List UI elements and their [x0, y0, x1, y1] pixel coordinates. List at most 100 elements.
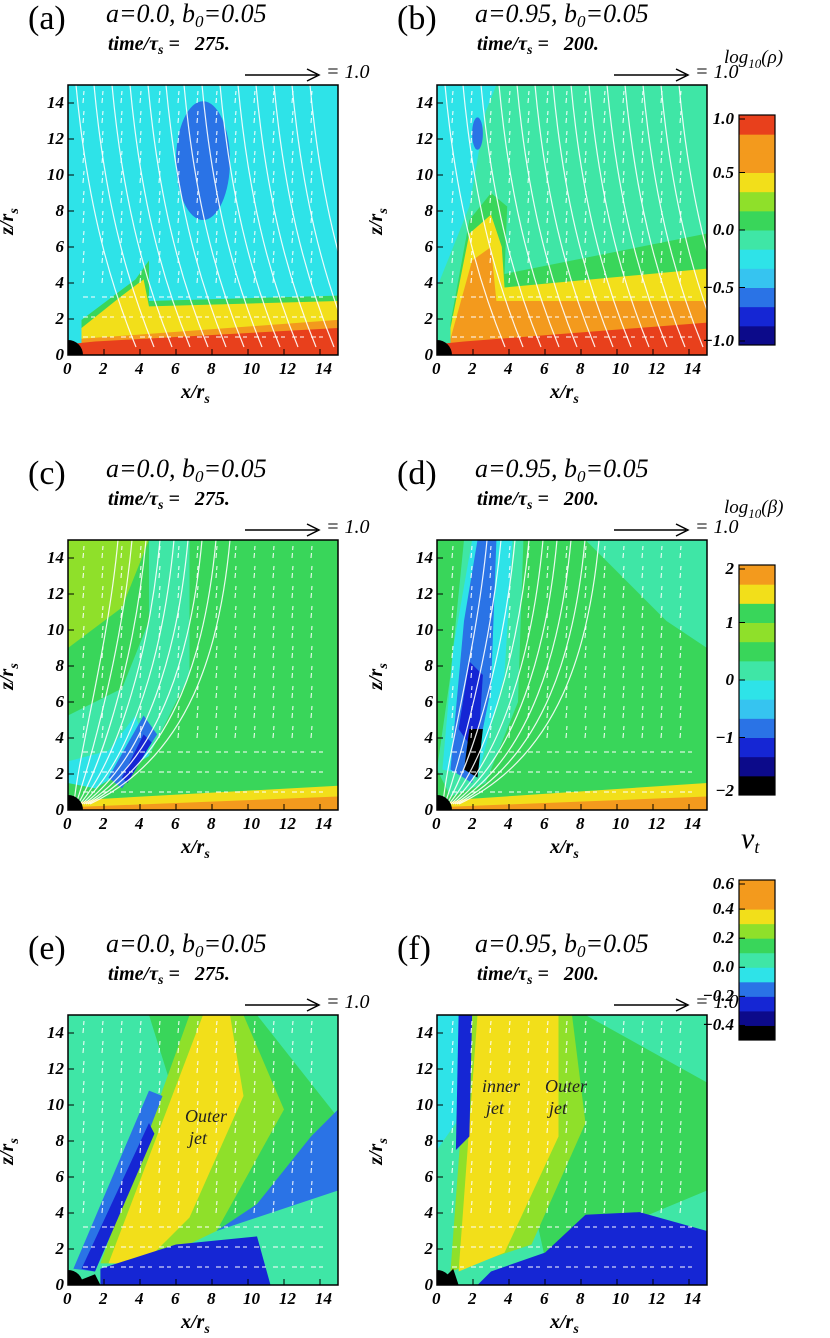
y-tick-label: 4: [55, 273, 65, 292]
panel-letter: (b): [397, 0, 437, 37]
y-tick-label: 0: [424, 800, 434, 819]
colorbar-swatch: [739, 230, 775, 250]
colorbar-tick-label: 0.4: [712, 899, 734, 919]
colorbar-swatch: [739, 894, 775, 910]
contour-region: [68, 540, 190, 783]
low-density-region: [176, 101, 230, 220]
x-tick-label: 8: [207, 1289, 216, 1308]
y-tick-label: 12: [47, 1059, 64, 1078]
x-tick-label: 10: [612, 814, 629, 833]
colorbar-swatch: [739, 565, 775, 585]
x-tick-label: 0: [432, 1289, 441, 1308]
y-tick-label: 14: [416, 93, 433, 112]
colorbar-swatch: [739, 996, 775, 1012]
y-tick-label: 12: [416, 584, 433, 603]
contour-region: [73, 1090, 163, 1272]
x-tick-label: 14: [684, 1289, 701, 1308]
counter-rotating-region: [100, 1236, 271, 1285]
x-tick-label: 14: [315, 814, 332, 833]
contour-region: [216, 1109, 338, 1231]
colorbar-swatch: [739, 938, 775, 954]
x-tick-label: 2: [99, 359, 108, 378]
contour-plot-beta_d: [436, 539, 708, 811]
colorbar-2: [738, 564, 776, 796]
x-tick-label: 8: [576, 1289, 585, 1308]
y-tick-label: 0: [55, 1275, 65, 1294]
x-tick-label: 2: [99, 814, 108, 833]
colorbar-tick-label: −0.5: [702, 277, 734, 297]
velocity-vectors: [82, 1020, 323, 1268]
colorbar-swatch: [739, 699, 775, 719]
y-tick-label: 14: [416, 548, 433, 567]
x-tick-label: 4: [504, 359, 513, 378]
velocity-vectors: [82, 545, 323, 793]
colorbar-swatch: [739, 210, 775, 231]
y-tick-label: 6: [55, 1167, 65, 1186]
x-axis-label: x/rs: [550, 1311, 579, 1337]
y-tick-label: 10: [416, 1095, 433, 1114]
field-lines: [75, 85, 338, 348]
reference-vector-label: = 1.0: [326, 516, 370, 538]
x-tick-label: 2: [468, 359, 477, 378]
y-tick-label: 8: [424, 201, 434, 220]
reference-vector-label: = 1.0: [326, 61, 370, 83]
y-tick-label: 0: [424, 345, 434, 364]
low-beta-core: [464, 729, 483, 778]
y-axis-label: z/rs: [0, 208, 22, 235]
colorbar-swatch: [739, 952, 775, 968]
contour-plot-vt_f: [436, 1014, 708, 1286]
panel-title: a=0.0, b0=0.05: [106, 929, 267, 961]
outer-jet-label-e-line: Outer: [185, 1106, 227, 1126]
black-hole: [68, 795, 83, 810]
y-tick-label: 10: [47, 620, 64, 639]
outer-jet-label-e-line: jet: [189, 1128, 207, 1148]
x-tick-label: 14: [315, 359, 332, 378]
colorbar-swatch: [739, 115, 775, 135]
contour-region: [108, 1015, 244, 1264]
y-tick-label: 8: [424, 1131, 434, 1150]
x-tick-label: 12: [279, 814, 296, 833]
x-tick-label: 2: [468, 814, 477, 833]
x-tick-label: 10: [243, 359, 260, 378]
colorbar-swatch: [739, 134, 775, 154]
y-tick-label: 8: [55, 1131, 65, 1150]
colorbar-swatch: [739, 981, 775, 997]
colorbar-swatch: [739, 249, 775, 269]
colorbar-swatch: [739, 325, 775, 346]
contour-region: [458, 1015, 559, 1272]
outer-jet-label-e: Outer jet: [185, 1105, 227, 1149]
disk-region: [68, 796, 338, 810]
panel-time: time/τs = 200.: [477, 33, 599, 58]
colorbar-1: [738, 114, 776, 346]
panel-time: time/τs = 275.: [108, 488, 230, 513]
y-tick-label: 6: [424, 237, 434, 256]
y-axis-label: z/rs: [364, 208, 391, 235]
x-tick-label: 10: [243, 814, 260, 833]
x-tick-label: 10: [612, 359, 629, 378]
y-tick-label: 4: [424, 728, 434, 747]
outer-jet-label-f-line: jet: [549, 1098, 567, 1118]
x-axis-label: x/rs: [181, 1311, 210, 1337]
colorbar-swatch: [739, 660, 775, 681]
colorbar-swatch: [739, 880, 775, 896]
colorbar-swatch: [739, 737, 775, 758]
y-tick-label: 4: [424, 1203, 434, 1222]
x-tick-label: 4: [135, 814, 144, 833]
y-tick-label: 6: [55, 237, 65, 256]
colorbar-tick-label: 0.5: [712, 162, 734, 182]
y-tick-label: 12: [47, 129, 64, 148]
colorbar-swatch: [739, 641, 775, 662]
colorbar-swatch: [739, 775, 775, 796]
colorbar-tick-label: 0.0: [712, 220, 734, 239]
x-tick-label: 2: [99, 1289, 108, 1308]
y-tick-label: 2: [424, 1239, 434, 1258]
y-axis-label: z/rs: [364, 1138, 391, 1165]
x-tick-label: 0: [63, 814, 72, 833]
reference-vector-arrow: [614, 68, 690, 82]
colorbar-swatch: [739, 680, 775, 700]
reference-vector-arrow: [245, 998, 321, 1012]
reference-vector-label: = 1.0: [695, 61, 739, 83]
panel-title: a=0.95, b0=0.05: [475, 0, 649, 31]
x-axis-label: x/rs: [550, 381, 579, 407]
inner-jet-label-f-line: inner: [482, 1076, 520, 1096]
